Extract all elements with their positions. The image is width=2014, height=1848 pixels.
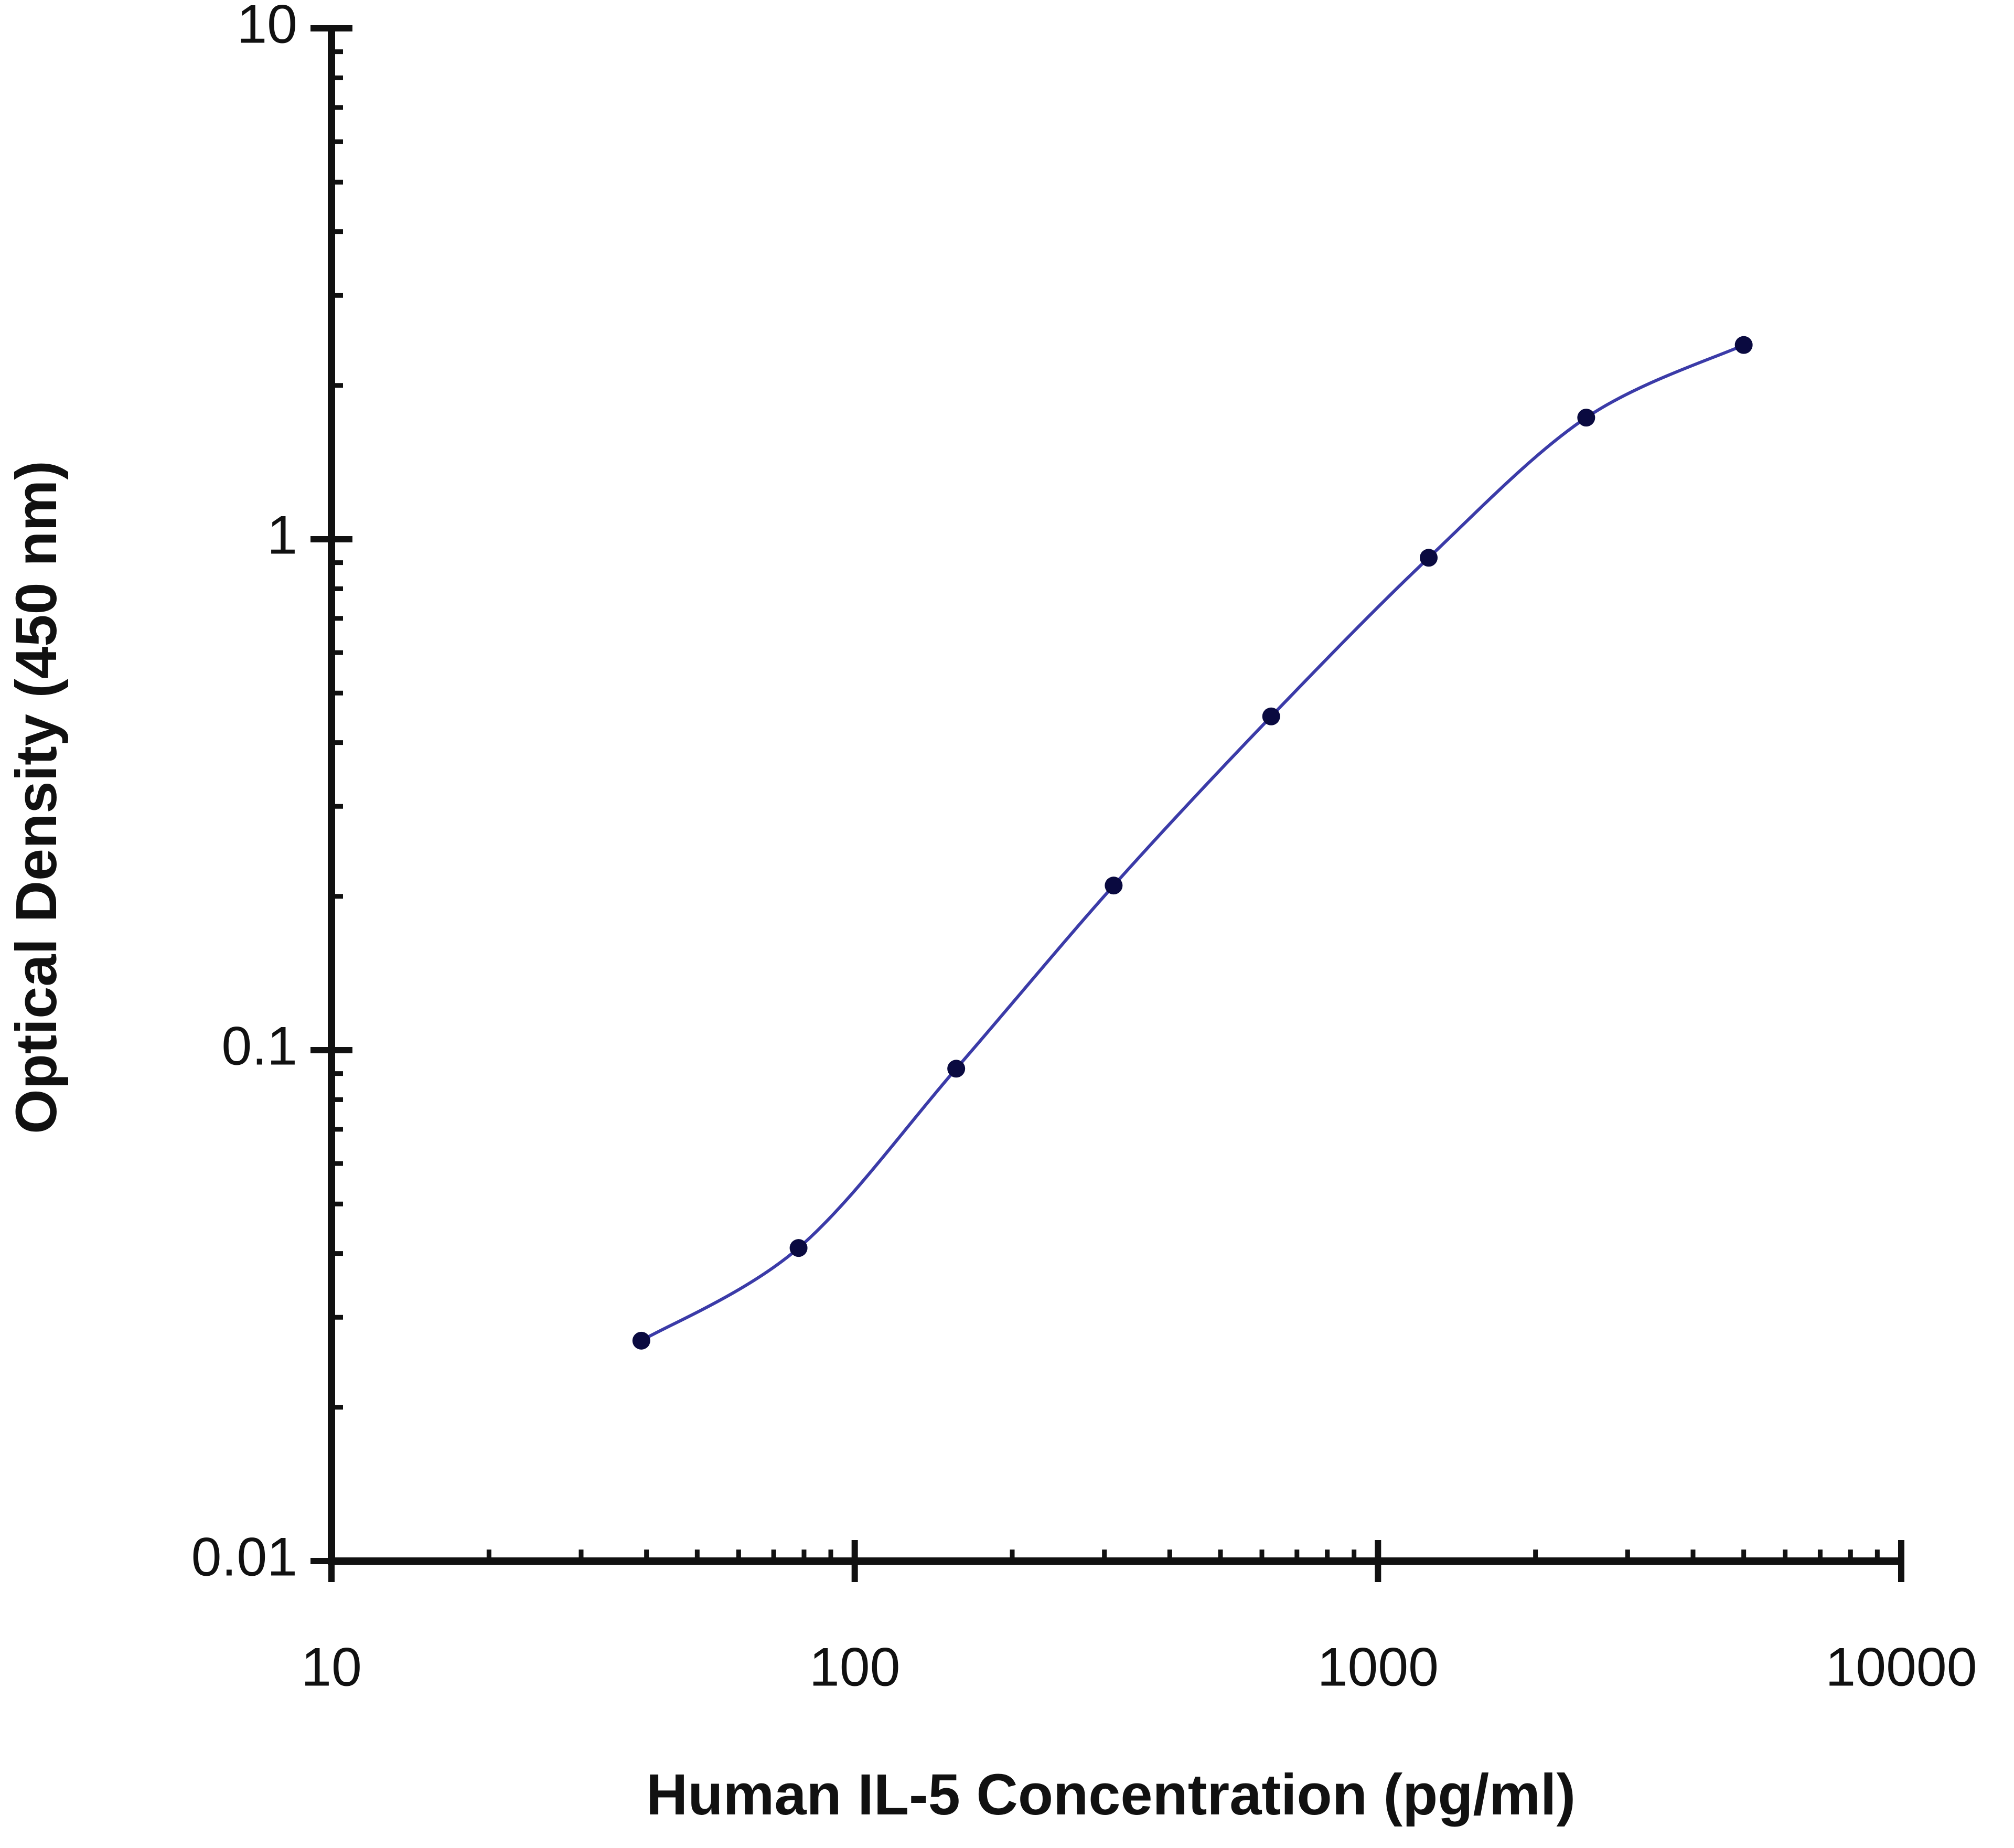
data-point [1420, 549, 1438, 567]
data-point [1105, 877, 1123, 895]
y-tick-label: 1 [267, 505, 297, 565]
y-tick-label: 0.01 [191, 1526, 297, 1587]
y-axis-title: Optical Density (450 nm) [4, 461, 69, 1134]
y-tick-label: 10 [237, 0, 297, 55]
data-point [1734, 336, 1753, 354]
curve [640, 343, 1744, 1342]
x-tick-label: 100 [809, 1637, 901, 1697]
x-tick-label: 10000 [1825, 1637, 1977, 1697]
data-point [789, 1239, 808, 1257]
data-point [1262, 707, 1280, 725]
x-tick-label: 1000 [1317, 1637, 1439, 1697]
data-point [1577, 409, 1595, 427]
x-tick-label: 10 [301, 1637, 362, 1697]
x-axis-title: Human IL-5 Concentration (pg/ml) [646, 1762, 1576, 1827]
data-point [632, 1331, 650, 1350]
y-tick-label: 0.1 [221, 1016, 297, 1076]
data-point [947, 1060, 966, 1078]
